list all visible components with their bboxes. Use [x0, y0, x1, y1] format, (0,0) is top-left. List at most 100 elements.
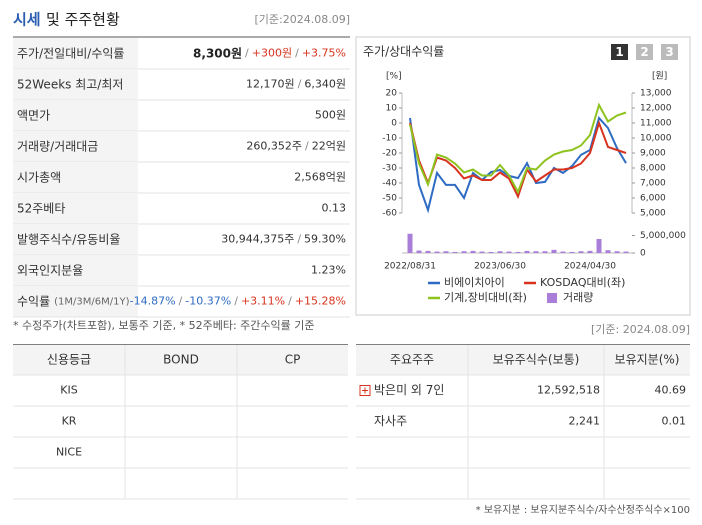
x-tick-label: 2022/08/31	[384, 262, 436, 272]
period-button[interactable]	[636, 44, 653, 60]
value-part: 30,944,375주	[221, 233, 294, 246]
row-label: 거래량/거래대금	[17, 139, 98, 153]
volume-bar	[497, 251, 503, 253]
value-part: 260,352주	[246, 140, 302, 153]
cell: KR	[62, 415, 77, 428]
label-cell	[13, 286, 138, 317]
expand-plus	[362, 387, 368, 394]
volume-bar	[425, 250, 431, 253]
row-label: 시가총액	[17, 170, 61, 184]
row-value: 30,944,375주/59.30%	[221, 233, 346, 246]
period-button-label: 2	[640, 45, 648, 59]
row-label: 수익률 (1M/3M/6M/1Y)	[17, 294, 130, 308]
legend-label: 거래량	[563, 291, 593, 304]
y2-tick-label: 13,000	[640, 89, 672, 99]
table-header-bg	[356, 345, 690, 375]
volume-bar	[407, 233, 413, 253]
volume-bar	[560, 251, 566, 253]
value-part: 59.30%	[304, 233, 346, 246]
period-button-label: 1	[615, 45, 623, 59]
separator: /	[305, 140, 309, 153]
y2-tick-label: 10,000	[640, 134, 672, 144]
label-cell	[13, 100, 138, 131]
separator: /	[297, 233, 301, 246]
volume-bar	[524, 250, 530, 253]
chart-title: 주가/상대수익률	[363, 45, 444, 59]
y2-tick-label: 6,000	[640, 194, 666, 204]
separator: /	[234, 295, 238, 308]
row-value: 8,300원 / +300원 / +3.75%	[193, 46, 346, 60]
volume-bar	[461, 251, 467, 253]
table-header: BOND	[163, 353, 199, 367]
cell: 박은미 외 7인	[374, 383, 444, 397]
label-sub: (1M/3M/6M/1Y)	[54, 297, 129, 308]
value-part: 0.13	[322, 202, 347, 215]
volume-bar	[578, 251, 584, 253]
row-label: 발행주식수/유동비율	[17, 231, 120, 246]
volume-bar	[506, 251, 512, 253]
label-cell	[13, 131, 138, 162]
legend-label: 기계,장비대비(좌)	[444, 291, 527, 304]
row-value: 12,170원/6,340원	[246, 78, 346, 91]
label-cell	[13, 224, 138, 255]
volume-bar	[416, 250, 422, 253]
y2-tick-label: 5,000	[640, 209, 666, 219]
volume-bar	[488, 251, 494, 253]
table-header: 신용등급	[47, 353, 91, 367]
y2-tick-label: 9,000	[640, 149, 666, 159]
value-part: 500원	[315, 109, 346, 122]
volume-bar	[470, 250, 476, 253]
period-button-label: 3	[665, 45, 673, 59]
label-text: 52Weeks 최고/최저	[17, 77, 123, 91]
value-part: 8,300원	[193, 46, 242, 60]
y-unit: [%]	[386, 72, 402, 82]
y3-tick-label: 0	[640, 249, 646, 259]
row-value: -14.87% / -10.37% / +3.11% / +15.28%	[130, 295, 346, 308]
cell: 자사주	[374, 414, 407, 428]
table-header: 보유지분(%)	[615, 353, 680, 367]
y2-unit: [원]	[652, 71, 667, 82]
label-text: 시가총액	[17, 170, 61, 184]
legend-swatch	[547, 293, 557, 303]
title-rest: 및 주주현황	[46, 11, 120, 29]
y-tick-label: 10	[386, 104, 398, 114]
volume-bar	[452, 251, 458, 253]
y2-tick-label: 7,000	[640, 179, 666, 189]
series-line	[409, 119, 627, 200]
value-part: 1.23%	[311, 264, 346, 277]
y2-tick-label: 11,000	[640, 119, 672, 129]
y3-tick-label: 5,000,000	[640, 231, 686, 241]
row-value: 500원	[315, 109, 346, 122]
volume-bar	[596, 239, 602, 253]
row-label: 외국인지분율	[17, 263, 83, 277]
row-label: 52Weeks 최고/최저	[17, 77, 123, 91]
volume-bar	[569, 251, 575, 253]
y-tick-label: 20	[386, 89, 398, 99]
x-tick-label: 2024/04/30	[564, 262, 616, 272]
row-label: 액면가	[17, 108, 50, 122]
volume-bar	[605, 250, 611, 253]
table-header-bg	[13, 345, 348, 375]
value-part: 12,170원	[246, 78, 295, 91]
label-text: 주가/전일대비/수익률	[17, 46, 124, 60]
row-value: 2,568억원	[294, 171, 346, 184]
label-cell	[13, 38, 138, 69]
header-date: [기준:2024.08.09]	[254, 13, 350, 26]
y-tick-label: -20	[382, 149, 397, 159]
label-text: 외국인지분율	[17, 263, 83, 277]
period-button[interactable]	[661, 44, 678, 60]
separator: /	[245, 47, 249, 60]
label-text: 52주베타	[17, 201, 65, 215]
cell: 12,592,518	[537, 384, 600, 397]
y-tick-label: -60	[382, 209, 397, 219]
period-button[interactable]	[611, 44, 628, 60]
label-text: 수익률	[17, 294, 50, 308]
volume-bar	[614, 251, 620, 253]
separator: /	[298, 78, 302, 91]
row-label: 52주베타	[17, 201, 65, 215]
series-line	[409, 102, 627, 195]
value-part: +15.28%	[295, 295, 346, 308]
volume-bar	[479, 251, 485, 253]
holder-date: [기준: 2024.08.09]	[591, 323, 690, 336]
y-tick-label: 0	[391, 119, 397, 129]
